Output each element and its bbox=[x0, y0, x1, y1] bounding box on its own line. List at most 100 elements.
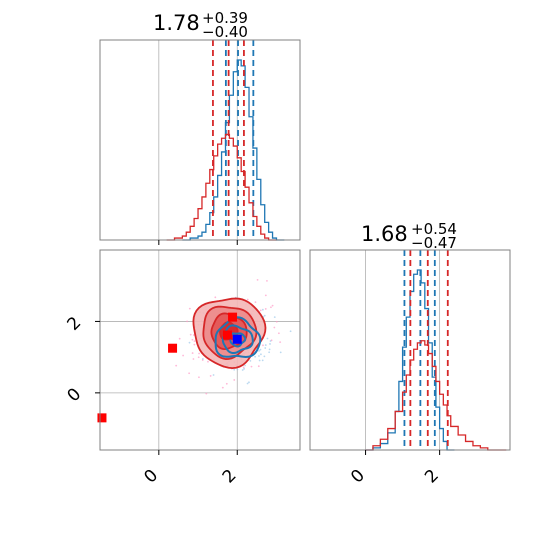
red-contour-line bbox=[192, 297, 267, 369]
scatter-point bbox=[188, 341, 191, 344]
scatter-point bbox=[207, 360, 209, 363]
param-2-median: 1.68 bbox=[361, 222, 408, 246]
scatter-point bbox=[242, 366, 245, 369]
scatter-point bbox=[249, 359, 252, 362]
joint-content bbox=[174, 278, 292, 395]
param-1-histogram-series-0 bbox=[182, 59, 285, 241]
joint-ytick-label: 0 bbox=[64, 384, 86, 406]
param-2-lower-error: −0.47 bbox=[411, 234, 457, 252]
blue-contour-line bbox=[221, 324, 254, 355]
scatter-point bbox=[268, 351, 271, 354]
scatter-point bbox=[214, 296, 217, 299]
scatter-point bbox=[266, 279, 268, 282]
scatter-point bbox=[263, 314, 266, 317]
scatter-point bbox=[259, 348, 262, 351]
red-contour-line bbox=[202, 305, 258, 360]
scatter-point bbox=[197, 356, 200, 359]
scatter-point bbox=[246, 382, 249, 385]
param-1-lower-error: −0.40 bbox=[202, 23, 248, 41]
scatter-point bbox=[257, 365, 260, 368]
marginal-histogram-param-1: 1.78 +0.39 −0.40 bbox=[99, 9, 301, 241]
scatter-point bbox=[277, 332, 280, 335]
scatter-point bbox=[243, 367, 245, 370]
scatter-point bbox=[262, 344, 264, 347]
scatter-point bbox=[261, 308, 264, 311]
panel-title-param-2: 1.68 bbox=[361, 222, 408, 246]
scatter-point bbox=[205, 392, 208, 395]
scatter-point bbox=[269, 343, 271, 345]
scatter-point bbox=[273, 326, 276, 329]
scatter-point bbox=[256, 278, 259, 281]
scatter-point bbox=[273, 316, 276, 319]
scatter-point bbox=[258, 349, 260, 352]
scatter-point bbox=[275, 320, 278, 323]
panel-title-param-1: 1.78 bbox=[153, 11, 200, 35]
scatter-point bbox=[233, 379, 236, 381]
joint-ytick-label: 2 bbox=[64, 313, 86, 335]
scatter-point bbox=[246, 298, 249, 301]
marker-square-3 bbox=[97, 413, 107, 423]
scatter-point bbox=[269, 340, 272, 342]
blue-contour-line bbox=[214, 316, 262, 358]
marker-square-2 bbox=[168, 343, 178, 353]
joint-xtick-label: 0 bbox=[140, 466, 162, 488]
scatter-point bbox=[263, 355, 266, 358]
scatter-point bbox=[233, 368, 236, 371]
scatter-point bbox=[189, 333, 192, 336]
scatter-point bbox=[266, 337, 269, 340]
param-1-frame bbox=[99, 39, 301, 241]
scatter-point bbox=[198, 352, 200, 355]
param-1-upper-error: +0.39 bbox=[202, 9, 248, 27]
scatter-point bbox=[188, 372, 191, 375]
scatter-point bbox=[221, 386, 224, 389]
scatter-point bbox=[268, 348, 271, 351]
param-2-xtick-label: 0 bbox=[347, 466, 369, 488]
scatter-point bbox=[270, 306, 272, 309]
scatter-point bbox=[254, 301, 257, 304]
scatter-point bbox=[259, 309, 262, 312]
scatter-point bbox=[191, 338, 194, 341]
scatter-point bbox=[201, 358, 204, 360]
param-1-histogram-series-1 bbox=[166, 133, 277, 241]
marker-square-1 bbox=[222, 330, 232, 340]
joint-contour-plot bbox=[97, 249, 301, 451]
scatter-point bbox=[279, 351, 282, 354]
scatter-point bbox=[193, 343, 196, 346]
joint-frame bbox=[99, 249, 301, 451]
scatter-point bbox=[191, 352, 194, 354]
param-1-median: 1.78 bbox=[153, 11, 200, 35]
scatter-point bbox=[178, 337, 181, 340]
scatter-point bbox=[260, 353, 262, 356]
scatter-point bbox=[254, 355, 257, 358]
scatter-point bbox=[244, 364, 246, 367]
scatter-point bbox=[192, 358, 195, 360]
param-2-xtick-label: 2 bbox=[421, 466, 443, 488]
scatter-point bbox=[236, 368, 239, 371]
scatter-point bbox=[279, 341, 282, 344]
scatter-point bbox=[188, 307, 191, 310]
scatter-point bbox=[264, 308, 267, 310]
scatter-point bbox=[271, 304, 274, 307]
param-2-frame bbox=[309, 249, 511, 451]
scatter-point bbox=[289, 330, 292, 333]
scatter-point bbox=[198, 376, 200, 379]
joint-xtick-label: 2 bbox=[219, 466, 241, 488]
param-2-upper-error: +0.54 bbox=[411, 220, 457, 238]
scatter-point bbox=[225, 382, 228, 385]
scatter-point bbox=[241, 369, 244, 371]
scatter-point bbox=[212, 374, 215, 376]
scatter-point bbox=[250, 365, 253, 368]
scatter-point bbox=[261, 359, 264, 362]
scatter-point bbox=[264, 294, 267, 297]
scatter-point bbox=[258, 355, 260, 357]
scatter-point bbox=[209, 375, 212, 377]
scatter-point bbox=[175, 364, 178, 367]
scatter-point bbox=[258, 359, 261, 362]
scatter-point bbox=[264, 344, 267, 346]
scatter-point bbox=[186, 320, 188, 323]
marker-square-4 bbox=[232, 334, 242, 344]
scatter-point bbox=[192, 334, 195, 336]
scatter-point bbox=[182, 354, 185, 357]
marker-square-0 bbox=[228, 312, 238, 322]
